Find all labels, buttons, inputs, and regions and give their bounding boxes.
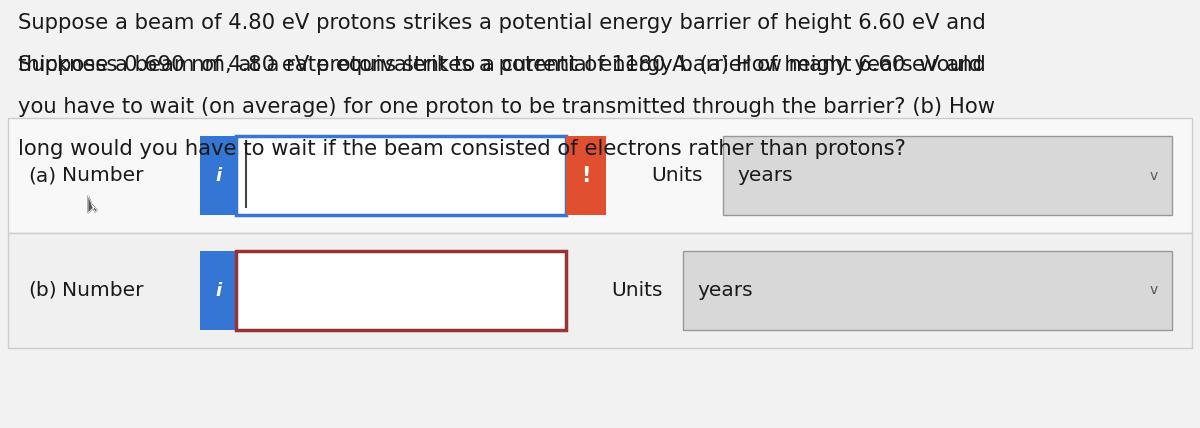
Text: i: i: [215, 282, 221, 300]
Text: Units: Units: [650, 166, 702, 185]
FancyBboxPatch shape: [236, 136, 566, 215]
Text: Number: Number: [62, 281, 144, 300]
Text: v: v: [1150, 169, 1158, 182]
Text: Number: Number: [62, 166, 144, 185]
FancyBboxPatch shape: [566, 136, 606, 215]
Text: v: v: [1150, 283, 1158, 297]
FancyBboxPatch shape: [8, 233, 1192, 348]
Text: Units: Units: [611, 281, 662, 300]
FancyBboxPatch shape: [683, 251, 1172, 330]
Text: i: i: [215, 166, 221, 184]
Text: (b): (b): [28, 281, 56, 300]
FancyBboxPatch shape: [236, 251, 566, 330]
FancyBboxPatch shape: [200, 251, 236, 330]
Text: (a): (a): [28, 166, 56, 185]
Text: you have to wait (on average) for one proton to be transmitted through the barri: you have to wait (on average) for one pr…: [18, 97, 995, 117]
Text: years: years: [697, 281, 752, 300]
FancyBboxPatch shape: [722, 136, 1172, 215]
Text: long would you have to wait if the beam consisted of electrons rather than proto: long would you have to wait if the beam …: [18, 139, 906, 159]
Text: Suppose a beam of 4.80 eV protons strikes a potential energy barrier of height 6: Suppose a beam of 4.80 eV protons strike…: [18, 13, 985, 33]
FancyBboxPatch shape: [200, 136, 236, 215]
Text: thickness 0.690 nm, at a rate equivalent to a current of 1180 A. (a) How many ye: thickness 0.690 nm, at a rate equivalent…: [18, 55, 982, 75]
Text: !: !: [581, 166, 590, 185]
Polygon shape: [88, 195, 97, 213]
Text: years: years: [737, 166, 793, 185]
Text: Suppose a beam of 4.80 eV protons strikes a potential energy barrier of height 6: Suppose a beam of 4.80 eV protons strike…: [18, 55, 985, 75]
FancyBboxPatch shape: [8, 118, 1192, 233]
